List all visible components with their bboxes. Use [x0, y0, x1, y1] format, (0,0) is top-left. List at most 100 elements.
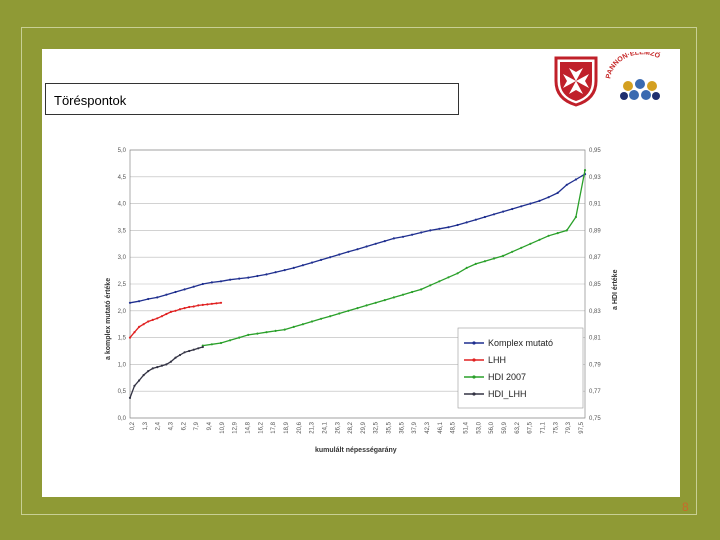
maltese-cross-shield-icon	[554, 56, 598, 107]
left-tick-label: 1,0	[118, 362, 127, 368]
x-tick-label: 0,2	[130, 421, 136, 430]
series-point	[401, 293, 405, 296]
series-point	[229, 339, 232, 342]
series-point	[483, 215, 486, 219]
x-tick-label: 24,1	[322, 421, 328, 433]
series-point	[556, 191, 559, 194]
x-axis-label: kumulált népességarány	[315, 447, 397, 454]
series-point	[174, 309, 177, 312]
x-tick-label: 28,2	[348, 421, 354, 433]
chart-legend: Komplex mutató LHH HDI 2007 HDI_LHH	[457, 327, 584, 409]
slide-canvas	[42, 49, 680, 497]
series-point	[147, 370, 150, 373]
series-point	[301, 323, 304, 326]
left-tick-label: 0,0	[118, 416, 127, 422]
series-point	[365, 245, 368, 248]
left-axis-ticks: 0,0 0,5 1,0 1,5 2,0 2,5 3,0 3,5 4,0 4,5 5,0	[118, 148, 127, 422]
breakpoint-chart: 0,00,51,01,52,02,53,03,54,04,55,0 0,750,…	[105, 148, 619, 454]
x-tick-label: 56,0	[489, 421, 495, 433]
series-point	[583, 169, 587, 172]
series-point	[165, 293, 168, 296]
series-point	[138, 379, 141, 382]
right-tick-label: 0,85	[589, 282, 601, 288]
series-point	[438, 227, 441, 230]
series-point	[511, 207, 514, 211]
series-point	[411, 290, 414, 294]
left-tick-label: 3,0	[118, 255, 127, 261]
series-point	[538, 199, 541, 202]
x-tick-label: 2,4	[156, 421, 162, 430]
x-tick-label: 59,9	[502, 421, 508, 433]
series-point	[229, 278, 232, 281]
series-point	[178, 308, 182, 311]
series-point	[320, 258, 323, 261]
series-point	[165, 312, 168, 316]
left-tick-label: 4,0	[118, 202, 127, 208]
series-point	[565, 183, 568, 186]
series-point	[247, 333, 250, 336]
legend-marker	[472, 375, 476, 379]
left-tick-label: 4,5	[118, 175, 127, 181]
series-point	[165, 363, 168, 366]
series-point	[301, 264, 304, 267]
series-point	[565, 229, 568, 232]
series-point	[383, 299, 386, 302]
series-point	[438, 280, 441, 283]
x-tick-label: 36,5	[399, 421, 405, 433]
x-tick-label: 1,3	[143, 421, 149, 430]
series-point	[529, 242, 532, 245]
x-tick-label: 35,5	[387, 421, 393, 433]
y-axis-right-label: a HDI értéke	[612, 269, 619, 310]
series-point	[188, 305, 191, 309]
series-point	[219, 341, 223, 345]
left-tick-label: 2,5	[118, 282, 127, 288]
series-point	[547, 234, 550, 237]
series-point	[215, 302, 218, 305]
series-point	[338, 253, 341, 256]
left-tick-label: 0,5	[118, 389, 127, 395]
series-point	[133, 384, 136, 387]
series-point	[147, 320, 150, 323]
x-tick-label: 21,3	[310, 421, 316, 433]
x-tick-label: 67,5	[528, 421, 534, 433]
logo-text: PANNON·ELEMZŐ	[605, 52, 662, 79]
x-tick-label: 53,0	[476, 421, 482, 433]
series-point	[210, 281, 213, 284]
page-number: 8	[682, 500, 689, 514]
series-point	[310, 261, 314, 264]
series-point	[492, 213, 496, 216]
series-point	[133, 331, 136, 334]
series-point	[201, 282, 204, 286]
series-point	[169, 360, 172, 363]
series-point	[265, 331, 268, 334]
x-tick-label: 97,5	[579, 421, 585, 433]
series-point	[320, 317, 323, 320]
series-point	[547, 196, 550, 199]
series-point	[219, 301, 223, 304]
series-line	[202, 169, 586, 347]
series-point	[483, 260, 486, 263]
series-point	[156, 296, 159, 299]
series-point	[356, 248, 359, 251]
series-point	[374, 242, 377, 245]
series-point	[274, 271, 277, 274]
series-point	[347, 309, 350, 312]
series-point	[338, 312, 341, 315]
left-tick-label: 2,0	[118, 309, 127, 315]
series-point	[151, 367, 154, 370]
x-tick-label: 9,4	[207, 421, 213, 430]
series-point	[188, 349, 191, 353]
x-tick-label: 42,3	[425, 421, 431, 433]
series-point	[197, 347, 200, 350]
x-tick-label: 26,3	[335, 421, 341, 433]
left-tick-label: 5,0	[118, 148, 127, 154]
right-tick-label: 0,75	[589, 416, 601, 422]
series-point	[219, 280, 223, 283]
x-tick-label: 51,4	[464, 421, 470, 433]
series-point	[511, 250, 514, 253]
series-point	[447, 226, 450, 229]
series-point	[465, 221, 468, 224]
series-point	[197, 304, 200, 307]
series-point	[183, 307, 186, 310]
legend-label: Komplex mutató	[488, 338, 553, 348]
